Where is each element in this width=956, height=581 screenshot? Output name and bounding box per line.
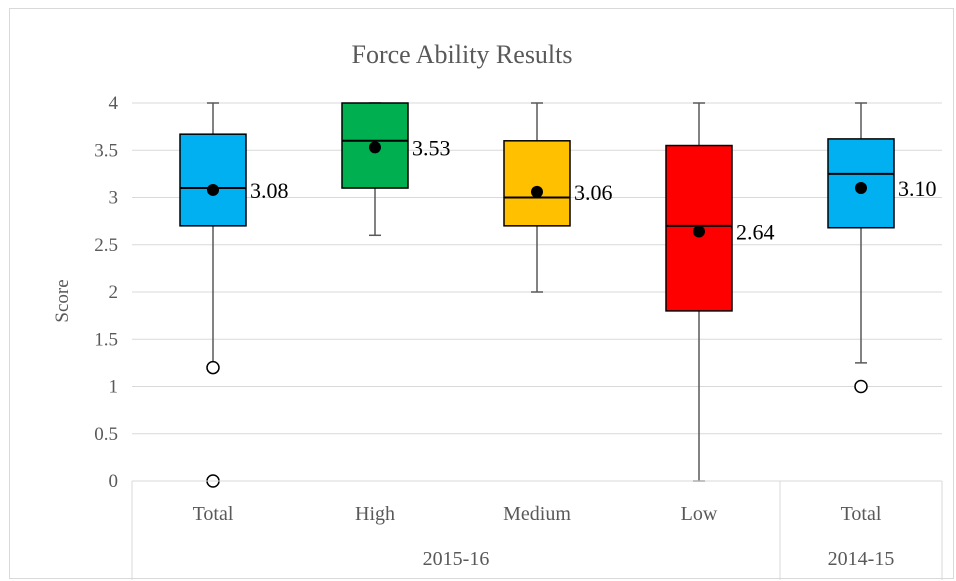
mean-label: 3.53 [412,135,451,160]
mean-label: 3.08 [250,178,289,203]
category-label: Medium [503,503,571,525]
chart-title: Force Ability Results [352,40,573,69]
mean-label: 3.06 [574,180,613,205]
box-plot-chart: Force Ability Results Score 0 0.5 1 1.5 2 2.5… [52,40,943,580]
box-low-2015-16: 2.64 [665,102,775,482]
box-medium-2015-16: 3.06 [503,102,613,293]
y-tick-label: 0 [109,471,119,492]
y-tick-labels: 0 0.5 1 1.5 2 2.5 3 3.5 4 [94,93,118,492]
mean-label: 3.10 [898,176,937,201]
y-tick-label: 1 [109,377,119,398]
outlier-marker [854,379,868,394]
y-tick-label: 4 [109,93,119,114]
mean-label: 2.64 [736,220,775,245]
chart-container: Force Ability Results Score 0 0.5 1 1.5 2 2.5… [9,8,954,580]
mean-marker [369,141,381,154]
y-tick-label: 1.5 [94,329,118,350]
x-axis: Total High Medium Low 2015-16 Total 2014-15 [131,480,943,580]
group-label: 2014-15 [828,548,895,570]
category-label: Total [193,503,234,525]
iqr-box [179,133,247,227]
category-label: Total [841,503,882,525]
y-axis-label: Score [52,279,73,322]
mean-marker [531,185,543,198]
box-total-2015-16: 3.08 [179,102,289,488]
y-tick-label: 0.5 [94,424,118,445]
y-tick-label: 2.5 [94,235,118,256]
y-tick-label: 2 [109,282,119,303]
mean-marker [693,225,705,238]
mean-marker [855,182,867,195]
mean-marker [207,183,219,196]
category-label: Low [681,503,718,525]
group-label: 2015-16 [423,548,490,570]
box-high-2015-16: 3.53 [341,102,451,237]
box-total-2014-15: 3.10 [827,102,937,394]
category-label: High [355,503,395,525]
y-tick-label: 3 [109,188,119,209]
iqr-box [503,140,571,227]
boxes: 3.08 3.53 3.06 2.64 3.10 [179,102,937,488]
outlier-marker [206,360,220,375]
y-tick-label: 3.5 [94,140,118,161]
